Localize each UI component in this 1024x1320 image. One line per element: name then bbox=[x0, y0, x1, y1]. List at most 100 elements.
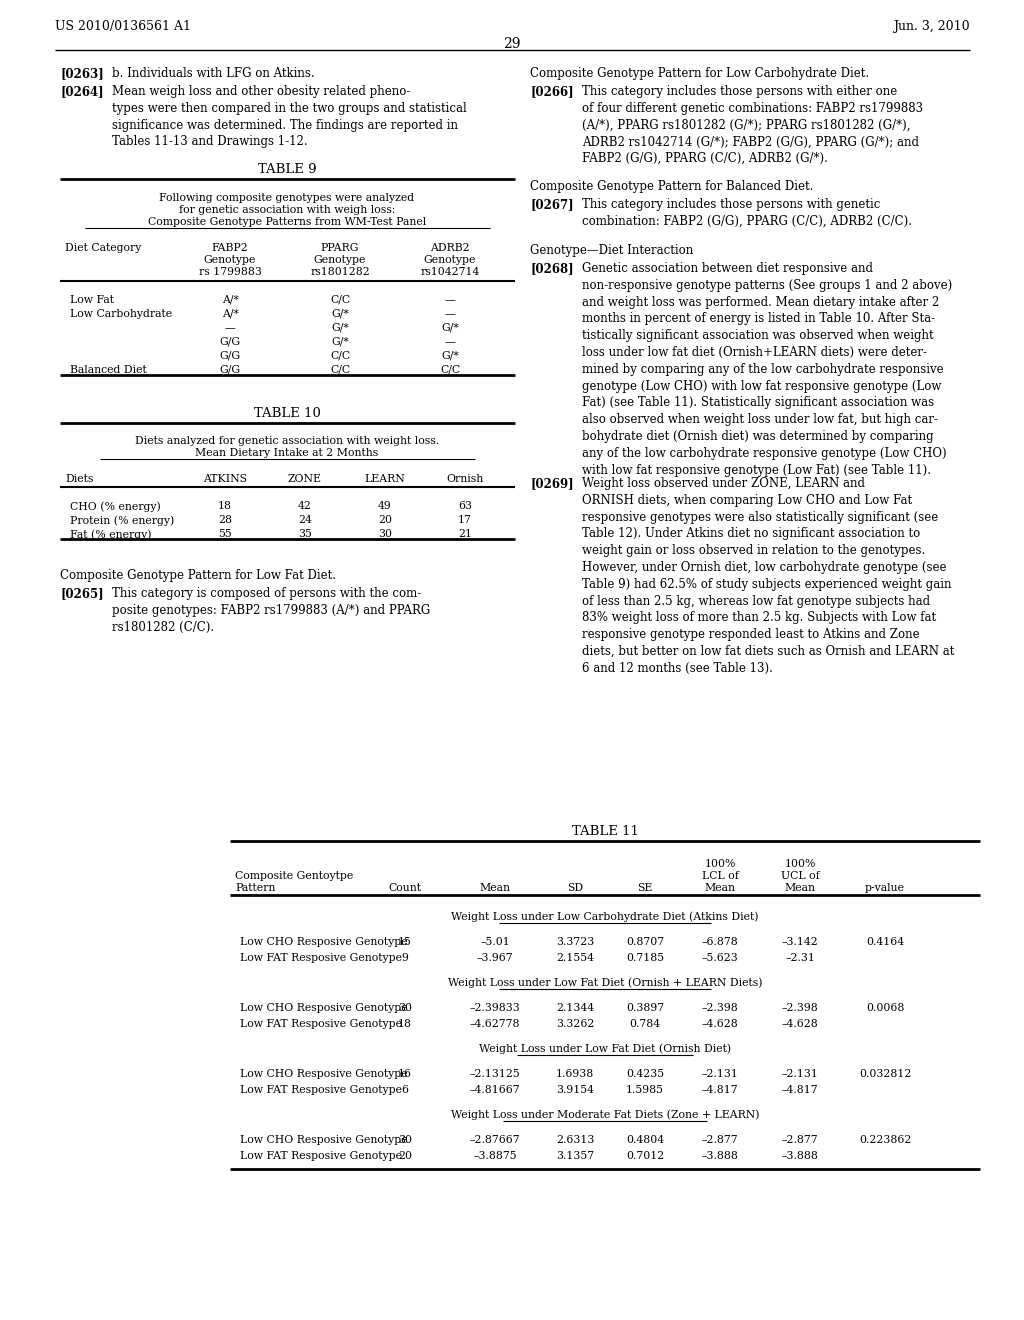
Text: 100%: 100% bbox=[784, 859, 816, 869]
Text: G/*: G/* bbox=[441, 351, 459, 360]
Text: 0.3897: 0.3897 bbox=[626, 1003, 664, 1012]
Text: 6: 6 bbox=[401, 1085, 409, 1096]
Text: 3.3262: 3.3262 bbox=[556, 1019, 594, 1030]
Text: G/*: G/* bbox=[331, 309, 349, 319]
Text: Composite Genotype Pattern for Balanced Diet.: Composite Genotype Pattern for Balanced … bbox=[530, 180, 813, 193]
Text: 30: 30 bbox=[398, 1003, 412, 1012]
Text: Weight Loss under Low Carbohydrate Diet (Atkins Diet): Weight Loss under Low Carbohydrate Diet … bbox=[452, 911, 759, 921]
Text: Weight loss observed under ZONE, LEARN and
ORNISH diets, when comparing Low CHO : Weight loss observed under ZONE, LEARN a… bbox=[582, 477, 954, 675]
Text: –2.877: –2.877 bbox=[701, 1135, 738, 1144]
Text: 2.1554: 2.1554 bbox=[556, 953, 594, 964]
Text: LEARN: LEARN bbox=[365, 474, 406, 484]
Text: 2.1344: 2.1344 bbox=[556, 1003, 594, 1012]
Text: Mean: Mean bbox=[479, 883, 511, 894]
Text: This category is composed of persons with the com-
posite genotypes: FABP2 rs179: This category is composed of persons wit… bbox=[112, 587, 430, 634]
Text: –4.628: –4.628 bbox=[701, 1019, 738, 1030]
Text: 3.3723: 3.3723 bbox=[556, 937, 594, 946]
Text: G/*: G/* bbox=[441, 323, 459, 333]
Text: 30: 30 bbox=[398, 1135, 412, 1144]
Text: Low Carbohydrate: Low Carbohydrate bbox=[70, 309, 172, 319]
Text: ATKINS: ATKINS bbox=[203, 474, 247, 484]
Text: C/C: C/C bbox=[330, 294, 350, 305]
Text: Mean: Mean bbox=[705, 883, 735, 894]
Text: 16: 16 bbox=[398, 1069, 412, 1078]
Text: 29: 29 bbox=[503, 37, 521, 51]
Text: Low CHO Resposive Genotype: Low CHO Resposive Genotype bbox=[240, 1135, 408, 1144]
Text: 35: 35 bbox=[298, 529, 312, 539]
Text: Composite Gentoytpe: Composite Gentoytpe bbox=[234, 871, 353, 880]
Text: Balanced Diet: Balanced Diet bbox=[70, 366, 146, 375]
Text: –4.628: –4.628 bbox=[781, 1019, 818, 1030]
Text: p-value: p-value bbox=[865, 883, 905, 894]
Text: –2.131: –2.131 bbox=[701, 1069, 738, 1078]
Text: –3.888: –3.888 bbox=[781, 1151, 818, 1162]
Text: —: — bbox=[224, 323, 236, 333]
Text: Mean weigh loss and other obesity related pheno-
types were then compared in the: Mean weigh loss and other obesity relate… bbox=[112, 84, 467, 148]
Text: 30: 30 bbox=[378, 529, 392, 539]
Text: 2.6313: 2.6313 bbox=[556, 1135, 594, 1144]
Text: 0.4164: 0.4164 bbox=[866, 937, 904, 946]
Text: Weight Loss under Low Fat Diet (Ornish + LEARN Diets): Weight Loss under Low Fat Diet (Ornish +… bbox=[447, 977, 762, 987]
Text: –2.39833: –2.39833 bbox=[470, 1003, 520, 1012]
Text: [0268]: [0268] bbox=[530, 261, 573, 275]
Text: Fat (% energy): Fat (% energy) bbox=[70, 529, 152, 540]
Text: 0.784: 0.784 bbox=[630, 1019, 660, 1030]
Text: Composite Genotype Pattern for Low Carbohydrate Diet.: Composite Genotype Pattern for Low Carbo… bbox=[530, 67, 869, 81]
Text: –2.13125: –2.13125 bbox=[470, 1069, 520, 1078]
Text: [0266]: [0266] bbox=[530, 84, 573, 98]
Text: –5.623: –5.623 bbox=[701, 953, 738, 964]
Text: 9: 9 bbox=[401, 953, 409, 964]
Text: 0.032812: 0.032812 bbox=[859, 1069, 911, 1078]
Text: 15: 15 bbox=[398, 937, 412, 946]
Text: 0.7185: 0.7185 bbox=[626, 953, 664, 964]
Text: Mean Dietary Intake at 2 Months: Mean Dietary Intake at 2 Months bbox=[196, 447, 379, 458]
Text: 28: 28 bbox=[218, 515, 232, 525]
Text: —: — bbox=[444, 337, 456, 347]
Text: 0.7012: 0.7012 bbox=[626, 1151, 665, 1162]
Text: Weight Loss under Low Fat Diet (Ornish Diet): Weight Loss under Low Fat Diet (Ornish D… bbox=[479, 1043, 731, 1053]
Text: b. Individuals with LFG on Atkins.: b. Individuals with LFG on Atkins. bbox=[112, 67, 314, 81]
Text: G/*: G/* bbox=[331, 323, 349, 333]
Text: PPARG
Genotype
rs1801282: PPARG Genotype rs1801282 bbox=[310, 243, 370, 277]
Text: 49: 49 bbox=[378, 502, 392, 511]
Text: US 2010/0136561 A1: US 2010/0136561 A1 bbox=[55, 20, 191, 33]
Text: TABLE 9: TABLE 9 bbox=[258, 162, 316, 176]
Text: Composite Genotype Pattern for Low Fat Diet.: Composite Genotype Pattern for Low Fat D… bbox=[60, 569, 336, 582]
Text: 1.5985: 1.5985 bbox=[626, 1085, 664, 1096]
Text: –3.142: –3.142 bbox=[781, 937, 818, 946]
Text: 1.6938: 1.6938 bbox=[556, 1069, 594, 1078]
Text: [0264]: [0264] bbox=[60, 84, 103, 98]
Text: Count: Count bbox=[388, 883, 422, 894]
Text: Genetic association between diet responsive and
non-responsive genotype patterns: Genetic association between diet respons… bbox=[582, 261, 952, 477]
Text: 3.9154: 3.9154 bbox=[556, 1085, 594, 1096]
Text: [0263]: [0263] bbox=[60, 67, 103, 81]
Text: Diet Category: Diet Category bbox=[65, 243, 141, 253]
Text: Low FAT Resposive Genotype: Low FAT Resposive Genotype bbox=[240, 1085, 402, 1096]
Text: SD: SD bbox=[567, 883, 583, 894]
Text: Low FAT Resposive Genotype: Low FAT Resposive Genotype bbox=[240, 1151, 402, 1162]
Text: Low FAT Resposive Genotype: Low FAT Resposive Genotype bbox=[240, 1019, 402, 1030]
Text: 0.4804: 0.4804 bbox=[626, 1135, 664, 1144]
Text: –2.87667: –2.87667 bbox=[470, 1135, 520, 1144]
Text: Diets analyzed for genetic association with weight loss.: Diets analyzed for genetic association w… bbox=[135, 436, 439, 446]
Text: —: — bbox=[444, 294, 456, 305]
Text: Composite Genotype Patterns from WM-Test Panel: Composite Genotype Patterns from WM-Test… bbox=[147, 216, 426, 227]
Text: Ornish: Ornish bbox=[446, 474, 483, 484]
Text: A/*: A/* bbox=[221, 294, 239, 305]
Text: Protein (% energy): Protein (% energy) bbox=[70, 515, 174, 525]
Text: –2.877: –2.877 bbox=[781, 1135, 818, 1144]
Text: 18: 18 bbox=[218, 502, 232, 511]
Text: C/C: C/C bbox=[440, 366, 460, 375]
Text: 0.0068: 0.0068 bbox=[866, 1003, 904, 1012]
Text: G/G: G/G bbox=[219, 366, 241, 375]
Text: –2.131: –2.131 bbox=[781, 1069, 818, 1078]
Text: Following composite genotypes were analyzed: Following composite genotypes were analy… bbox=[160, 193, 415, 203]
Text: This category includes those persons with genetic
combination: FABP2 (G/G), PPAR: This category includes those persons wit… bbox=[582, 198, 912, 228]
Text: C/C: C/C bbox=[330, 366, 350, 375]
Text: 21: 21 bbox=[458, 529, 472, 539]
Text: –2.398: –2.398 bbox=[781, 1003, 818, 1012]
Text: G/G: G/G bbox=[219, 337, 241, 347]
Text: 20: 20 bbox=[398, 1151, 412, 1162]
Text: Jun. 3, 2010: Jun. 3, 2010 bbox=[893, 20, 970, 33]
Text: 0.223862: 0.223862 bbox=[859, 1135, 911, 1144]
